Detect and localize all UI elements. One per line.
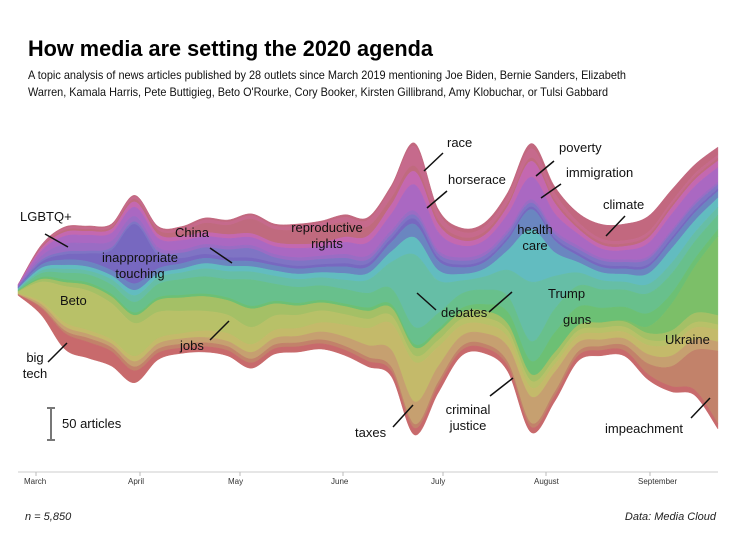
x-axis: March April May June July August September bbox=[18, 471, 718, 486]
label-poverty: poverty bbox=[559, 140, 602, 155]
leader-line-impeachment bbox=[690, 397, 711, 419]
label-impeachment: impeachment bbox=[605, 421, 683, 436]
label-guns: guns bbox=[563, 312, 592, 327]
label-immigration: immigration bbox=[566, 165, 633, 180]
leader-line-big-tech bbox=[47, 342, 68, 363]
label-criminal-justice: criminal bbox=[446, 402, 491, 417]
leader-line-lgbtq bbox=[44, 233, 69, 248]
label-reproductive-rights: reproductive bbox=[291, 220, 363, 235]
label-china: China bbox=[175, 225, 210, 240]
label-debates: debates bbox=[441, 305, 488, 320]
leader-line-taxes bbox=[392, 404, 414, 428]
x-tick-label: March bbox=[24, 477, 46, 486]
leader-line-horserace bbox=[426, 190, 448, 209]
leader-line-climate bbox=[605, 215, 626, 237]
data-source-note: Data: Media Cloud bbox=[625, 511, 717, 523]
label-big-tech: big bbox=[26, 350, 43, 365]
scale-bar-label: 50 articles bbox=[62, 416, 122, 431]
label-inappropriate-touching: inappropriate bbox=[102, 250, 178, 265]
leader-line-poverty bbox=[535, 160, 555, 177]
label-leader-lines bbox=[44, 152, 711, 428]
sample-size-note: n = 5,850 bbox=[25, 511, 72, 523]
chart-subtitle-line-2: Warren, Kamala Harris, Pete Buttigieg, B… bbox=[28, 85, 608, 99]
x-tick-label: June bbox=[331, 477, 349, 486]
stream-layer-big-tech bbox=[17, 294, 719, 436]
label-beto: Beto bbox=[60, 293, 87, 308]
leader-line-jobs bbox=[209, 320, 230, 341]
stream-layers bbox=[17, 142, 719, 436]
x-tick-label: May bbox=[228, 477, 243, 486]
leader-line-china bbox=[209, 247, 233, 264]
chart-title: How media are setting the 2020 agenda bbox=[28, 36, 434, 61]
leader-line-immigration bbox=[540, 183, 562, 199]
leader-line-criminal-justice bbox=[489, 377, 514, 397]
label-big-tech: tech bbox=[23, 366, 48, 381]
label-ukraine: Ukraine bbox=[665, 332, 710, 347]
x-tick-label: August bbox=[534, 477, 560, 486]
scale-bar: 50 articles bbox=[47, 407, 122, 441]
x-tick-label: July bbox=[431, 477, 445, 486]
label-trump: Trump bbox=[548, 286, 585, 301]
label-health-care: health bbox=[517, 222, 552, 237]
label-race: race bbox=[447, 135, 472, 150]
label-taxes: taxes bbox=[355, 425, 387, 440]
x-tick-label: September bbox=[638, 477, 677, 486]
label-lgbtq: LGBTQ+ bbox=[20, 209, 72, 224]
label-health-care: care bbox=[522, 238, 547, 253]
label-reproductive-rights: rights bbox=[311, 236, 343, 251]
chart-subtitle-line-1: A topic analysis of news articles publis… bbox=[28, 68, 626, 82]
label-horserace: horserace bbox=[448, 172, 506, 187]
leader-line-debates bbox=[416, 292, 437, 311]
label-inappropriate-touching: touching bbox=[115, 266, 164, 281]
label-criminal-justice: justice bbox=[449, 418, 487, 433]
leader-line-race bbox=[423, 152, 444, 172]
leader-line-debates bbox=[488, 291, 513, 313]
label-climate: climate bbox=[603, 197, 644, 212]
x-tick-label: April bbox=[128, 477, 144, 486]
label-jobs: jobs bbox=[179, 338, 204, 353]
